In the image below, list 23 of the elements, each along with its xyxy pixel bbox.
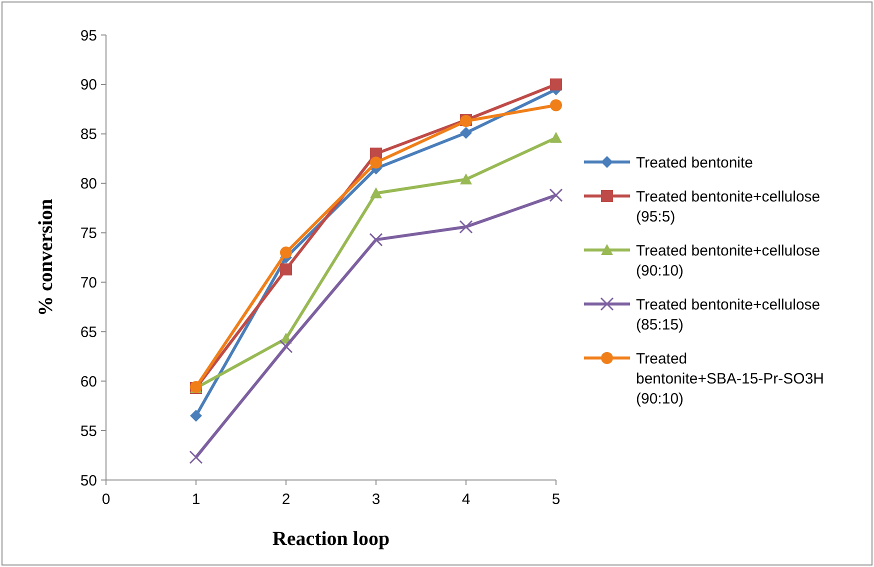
x-tick-label: 3 bbox=[372, 491, 380, 508]
y-tick-label: 90 bbox=[80, 76, 97, 94]
y-tick-label: 70 bbox=[80, 274, 97, 292]
x-tick-label: 4 bbox=[462, 491, 470, 508]
x-tick-label: 0 bbox=[102, 491, 110, 508]
x-tick-label: 2 bbox=[282, 491, 290, 508]
legend-label: Treated bentonite+cellulose (85:15) bbox=[636, 296, 820, 334]
x-axis-title: Reaction loop bbox=[272, 528, 390, 550]
x-tick-label: 1 bbox=[192, 491, 200, 508]
legend-label: Treated bentonite+cellulose (95:5) bbox=[636, 188, 820, 226]
legend-label: Treated bentonite+SBA-15-Pr-SO3H (90:10) bbox=[636, 350, 824, 408]
y-tick-label: 95 bbox=[80, 27, 97, 44]
y-tick-label: 55 bbox=[80, 422, 97, 440]
y-tick-label: 50 bbox=[80, 472, 97, 490]
y-tick-label: 65 bbox=[80, 324, 97, 341]
y-tick-label: 60 bbox=[80, 373, 97, 390]
x-tick-label: 5 bbox=[552, 491, 560, 508]
legend-label: Treated bentonite bbox=[636, 154, 754, 172]
y-axis-title: % conversion bbox=[35, 198, 57, 316]
legend-label: Treated bentonite+cellulose (90:10) bbox=[636, 242, 820, 280]
y-tick-label: 80 bbox=[80, 176, 97, 193]
y-tick-label: 75 bbox=[80, 225, 97, 242]
y-tick-label: 85 bbox=[80, 126, 97, 144]
